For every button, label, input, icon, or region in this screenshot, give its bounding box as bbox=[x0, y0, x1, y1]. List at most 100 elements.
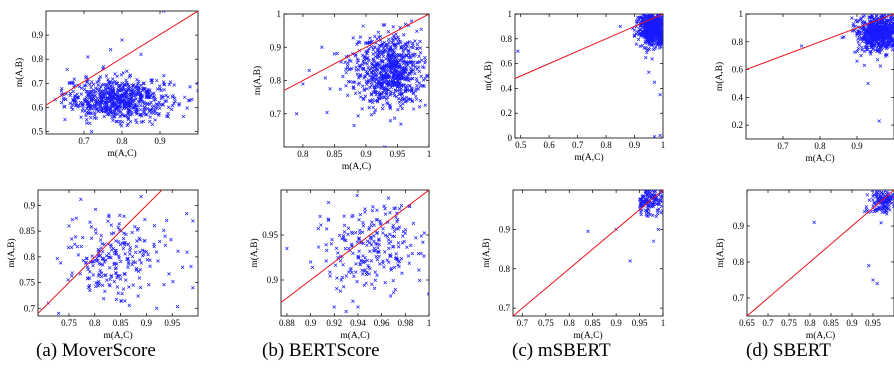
data-point bbox=[866, 31, 871, 35]
data-point bbox=[350, 66, 354, 71]
data-point bbox=[371, 205, 375, 209]
data-point bbox=[358, 35, 363, 39]
data-point bbox=[134, 105, 138, 110]
data-point bbox=[648, 41, 652, 45]
data-point bbox=[138, 285, 143, 290]
data-point bbox=[118, 242, 123, 247]
data-point bbox=[154, 306, 159, 311]
data-point bbox=[347, 270, 351, 274]
data-point bbox=[401, 50, 406, 54]
data-point bbox=[403, 100, 408, 104]
data-point bbox=[646, 30, 650, 34]
data-point bbox=[391, 42, 395, 46]
data-point bbox=[417, 69, 422, 74]
data-point bbox=[377, 43, 382, 48]
data-point bbox=[146, 252, 150, 257]
data-point bbox=[102, 114, 106, 119]
data-point bbox=[139, 261, 144, 265]
data-point bbox=[369, 83, 374, 88]
data-point bbox=[118, 114, 122, 119]
data-point bbox=[361, 220, 365, 225]
data-point bbox=[418, 98, 423, 103]
data-point bbox=[637, 16, 642, 20]
data-point bbox=[134, 92, 138, 96]
data-point bbox=[348, 67, 352, 72]
data-point bbox=[873, 48, 877, 52]
data-point bbox=[397, 206, 402, 211]
data-point bbox=[382, 67, 387, 72]
data-point bbox=[88, 288, 92, 293]
data-point bbox=[381, 103, 385, 107]
data-point bbox=[875, 14, 879, 18]
data-point bbox=[99, 233, 104, 238]
data-point bbox=[396, 74, 400, 79]
x-tick-label: 0.8 bbox=[89, 318, 101, 328]
data-point bbox=[353, 270, 358, 274]
data-point bbox=[126, 103, 130, 107]
data-point bbox=[397, 96, 401, 101]
data-point bbox=[396, 35, 400, 40]
data-point bbox=[346, 232, 350, 237]
data-point bbox=[618, 24, 623, 29]
data-point bbox=[881, 204, 885, 208]
data-point bbox=[364, 69, 369, 73]
data-point bbox=[425, 73, 429, 78]
data-point bbox=[375, 257, 380, 262]
x-axis-label: m(A,C) bbox=[574, 152, 603, 163]
data-point bbox=[387, 49, 391, 53]
data-point bbox=[863, 39, 868, 44]
data-point bbox=[112, 115, 116, 119]
data-point bbox=[115, 285, 120, 289]
data-point bbox=[118, 119, 122, 123]
data-point bbox=[88, 82, 92, 87]
y-tick-label: 1 bbox=[739, 9, 744, 19]
data-point bbox=[342, 230, 347, 234]
data-point bbox=[170, 103, 175, 108]
data-point bbox=[415, 79, 419, 84]
data-point bbox=[85, 121, 89, 125]
data-point bbox=[372, 246, 377, 250]
data-point bbox=[134, 120, 139, 125]
data-point bbox=[93, 227, 98, 232]
data-point bbox=[141, 252, 146, 257]
data-point bbox=[355, 279, 359, 284]
data-point bbox=[133, 118, 138, 122]
data-point bbox=[383, 206, 387, 211]
data-point bbox=[63, 117, 67, 122]
data-point bbox=[890, 43, 894, 47]
data-point bbox=[382, 88, 386, 93]
x-tick-label: 0.65 bbox=[739, 318, 755, 328]
data-point bbox=[646, 26, 651, 31]
data-point bbox=[94, 90, 98, 94]
data-point bbox=[404, 86, 409, 91]
data-point bbox=[373, 278, 378, 282]
data-point bbox=[134, 85, 139, 89]
data-point bbox=[134, 97, 138, 101]
data-point bbox=[645, 192, 649, 197]
data-point bbox=[125, 123, 129, 128]
data-point bbox=[367, 58, 371, 63]
data-point bbox=[377, 238, 381, 242]
data-point bbox=[885, 200, 889, 204]
data-point bbox=[373, 108, 378, 112]
data-point bbox=[371, 52, 375, 56]
data-point bbox=[143, 112, 148, 117]
data-point bbox=[134, 244, 139, 249]
data-point bbox=[374, 77, 378, 82]
data-point bbox=[108, 277, 112, 282]
data-point bbox=[112, 231, 116, 235]
data-point bbox=[387, 37, 391, 42]
data-point bbox=[875, 49, 880, 53]
y-tick-label: 1 bbox=[277, 9, 282, 19]
data-point bbox=[388, 106, 393, 111]
data-point bbox=[139, 103, 143, 108]
data-point bbox=[874, 39, 879, 43]
data-point bbox=[373, 98, 378, 103]
data-point bbox=[363, 268, 368, 272]
data-point bbox=[161, 228, 166, 233]
data-point bbox=[84, 260, 88, 265]
data-point bbox=[660, 194, 663, 198]
x-tick-label: 1 bbox=[427, 149, 432, 159]
data-point bbox=[125, 114, 130, 119]
data-point bbox=[362, 76, 366, 80]
